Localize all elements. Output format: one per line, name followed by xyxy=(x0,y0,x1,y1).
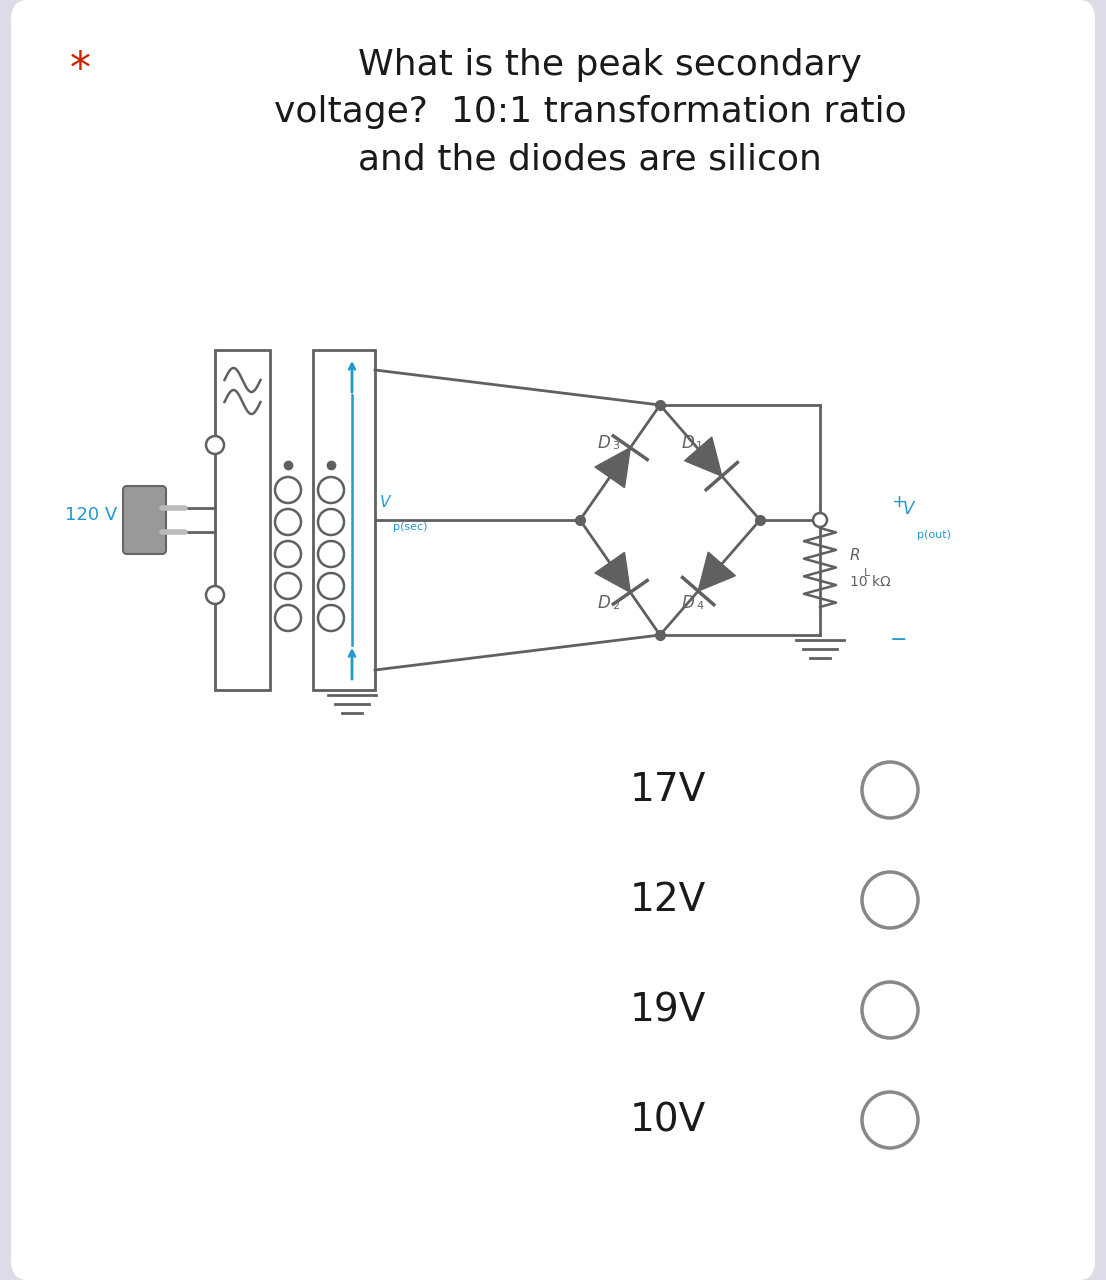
Text: D: D xyxy=(682,594,695,612)
Text: 3: 3 xyxy=(612,442,619,451)
Text: R: R xyxy=(851,548,860,563)
Circle shape xyxy=(275,509,301,535)
Circle shape xyxy=(206,586,225,604)
Circle shape xyxy=(275,605,301,631)
Text: 2: 2 xyxy=(612,602,619,611)
Text: p(sec): p(sec) xyxy=(393,522,428,532)
Polygon shape xyxy=(595,448,630,488)
Text: −: − xyxy=(890,630,908,650)
Circle shape xyxy=(862,762,918,818)
Text: D: D xyxy=(598,594,611,612)
Circle shape xyxy=(319,477,344,503)
Circle shape xyxy=(319,573,344,599)
Text: voltage?  10:1 transformation ratio: voltage? 10:1 transformation ratio xyxy=(273,95,907,129)
Polygon shape xyxy=(698,552,735,591)
Circle shape xyxy=(813,513,827,527)
Text: and the diodes are silicon: and the diodes are silicon xyxy=(358,142,822,177)
Bar xyxy=(313,349,375,690)
Text: 10V: 10V xyxy=(630,1101,707,1139)
Polygon shape xyxy=(685,436,722,476)
Circle shape xyxy=(319,541,344,567)
Circle shape xyxy=(275,541,301,567)
Text: p(out): p(out) xyxy=(917,530,951,540)
Text: V: V xyxy=(902,500,915,518)
Circle shape xyxy=(862,872,918,928)
Text: 12V: 12V xyxy=(630,881,707,919)
Polygon shape xyxy=(595,553,630,593)
Circle shape xyxy=(275,573,301,599)
Text: *: * xyxy=(70,49,91,91)
Circle shape xyxy=(319,509,344,535)
Text: 1: 1 xyxy=(696,442,703,451)
Circle shape xyxy=(275,477,301,503)
Circle shape xyxy=(862,1092,918,1148)
Text: 4: 4 xyxy=(696,602,703,611)
Text: 17V: 17V xyxy=(630,771,707,809)
Bar xyxy=(215,349,270,690)
Text: 120 V: 120 V xyxy=(65,506,117,524)
Text: D: D xyxy=(598,434,611,452)
Text: L: L xyxy=(864,567,870,577)
Text: +: + xyxy=(891,493,907,511)
Text: D: D xyxy=(682,434,695,452)
FancyBboxPatch shape xyxy=(123,486,166,554)
Text: 19V: 19V xyxy=(630,991,707,1029)
Circle shape xyxy=(206,436,225,454)
Text: V: V xyxy=(380,495,390,509)
Circle shape xyxy=(862,982,918,1038)
Text: 10 kΩ: 10 kΩ xyxy=(851,575,890,589)
Circle shape xyxy=(319,605,344,631)
Text: What is the peak secondary: What is the peak secondary xyxy=(358,49,862,82)
